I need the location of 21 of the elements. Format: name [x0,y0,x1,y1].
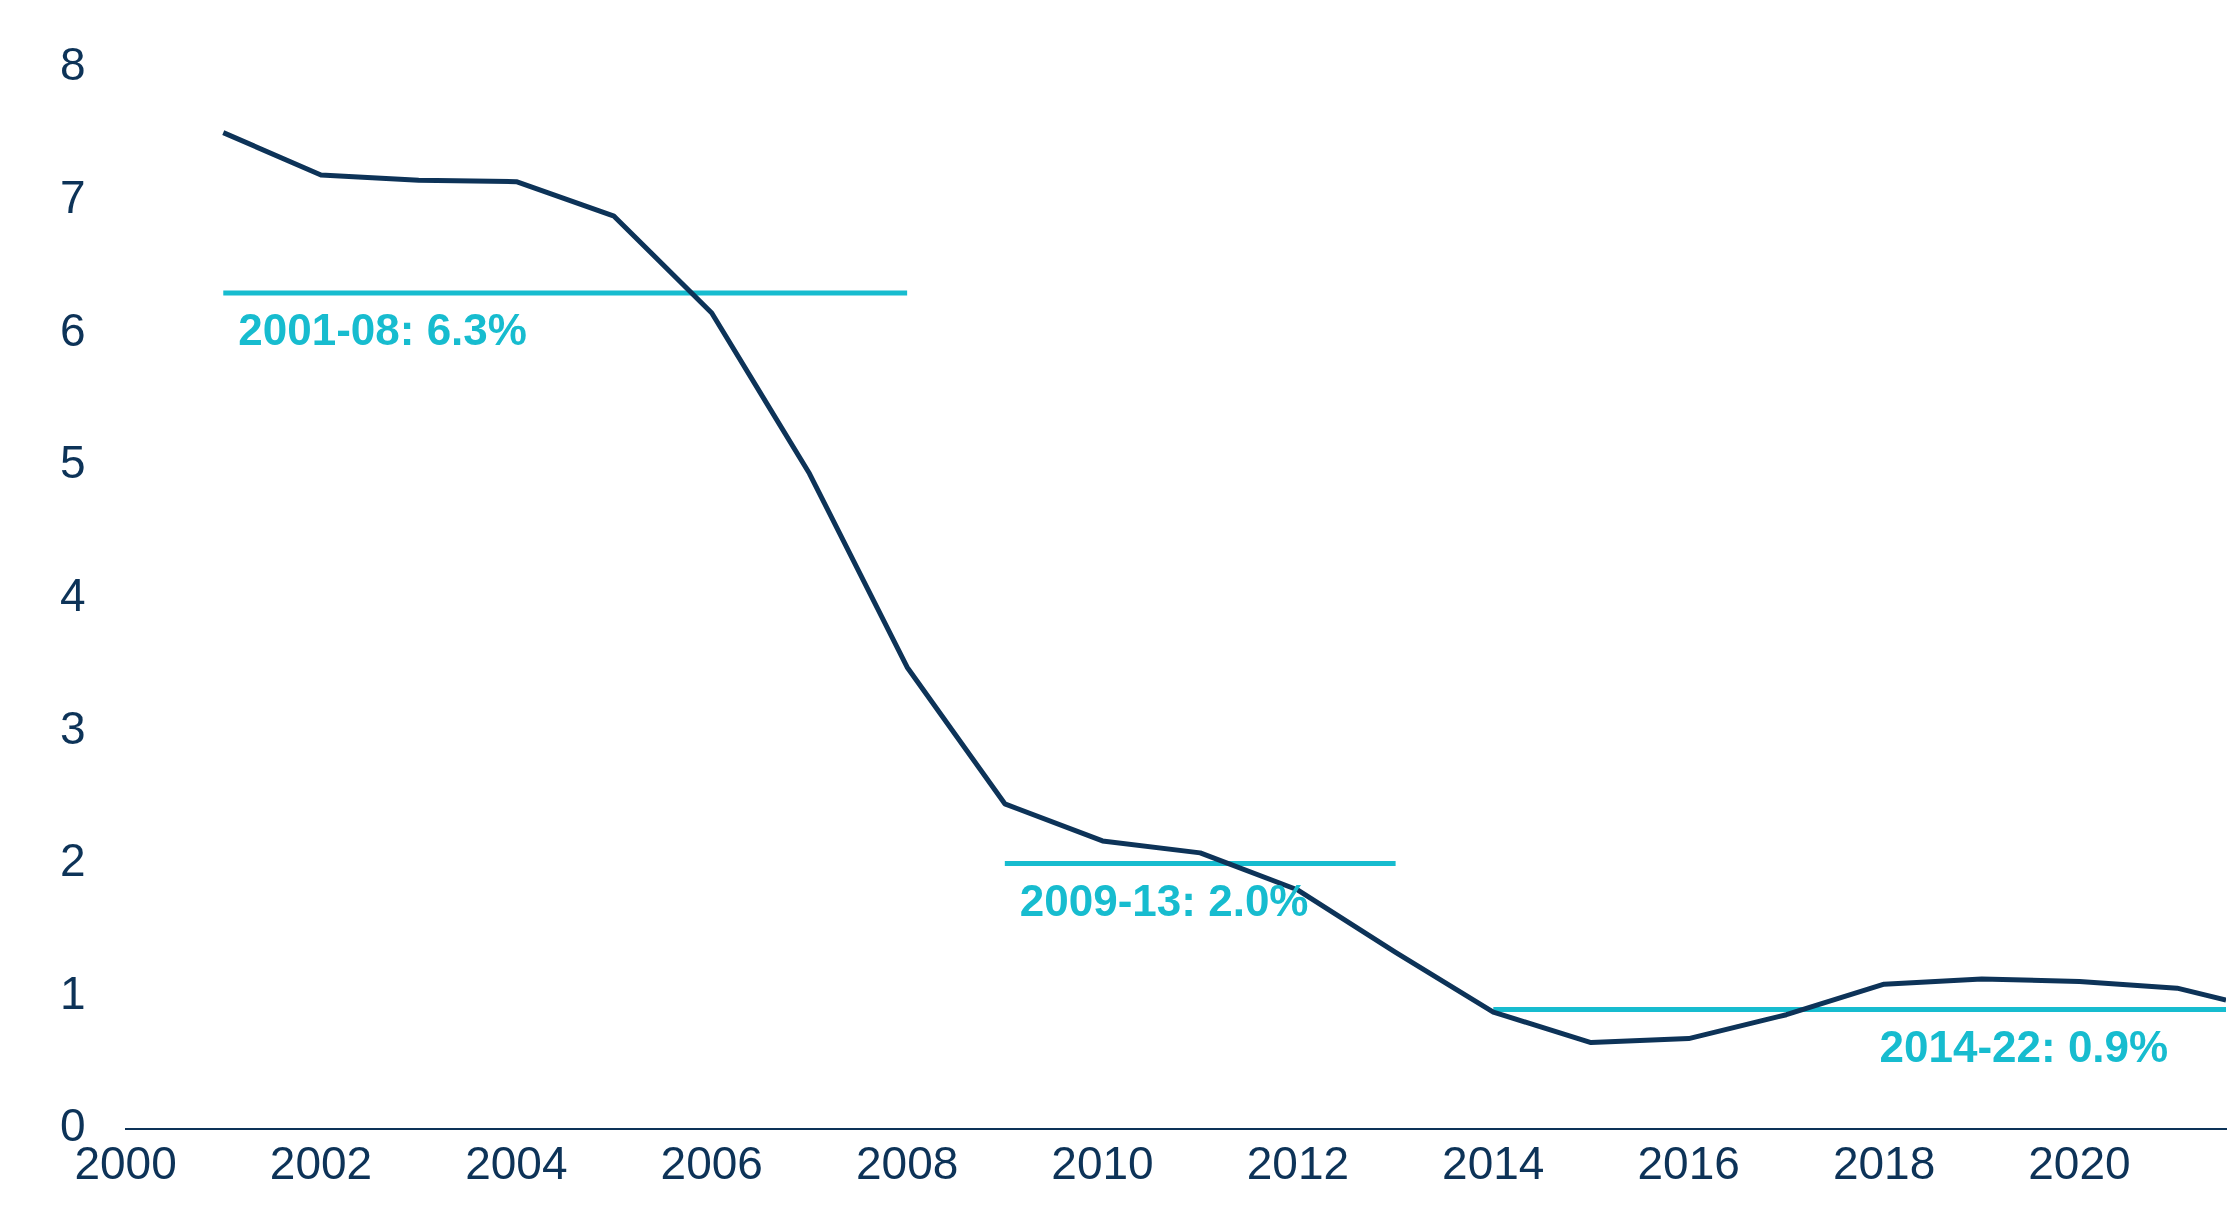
x-tick-label: 2012 [1246,1137,1350,1190]
y-tick-label: 5 [59,436,86,489]
y-tick-label: 3 [59,701,86,754]
y-tick-label: 4 [59,568,86,621]
x-tick-label: 2006 [660,1137,763,1190]
y-tick-label: 2 [59,834,86,887]
x-tick-label: 2004 [465,1137,568,1190]
x-tick-label: 2010 [1051,1137,1154,1190]
x-tick-label: 2018 [1832,1137,1936,1190]
y-tick-label: 1 [59,966,86,1019]
annotation: 2014-22: 0.9% [1879,1021,2169,1071]
y-tick-label: 7 [59,170,86,223]
x-tick-label: 2002 [269,1137,373,1190]
x-tick-label: 2014 [1442,1137,1545,1190]
x-tick-label: 2016 [1637,1137,1740,1190]
y-tick-label: 6 [59,303,86,356]
x-tick-label: 2008 [855,1137,959,1190]
y-tick-label: 8 [59,38,86,91]
x-tick-label: 2020 [2028,1137,2131,1190]
annotation: 2001-08: 6.3% [238,305,527,355]
annotation: 2009-13: 2.0% [1019,875,1309,925]
